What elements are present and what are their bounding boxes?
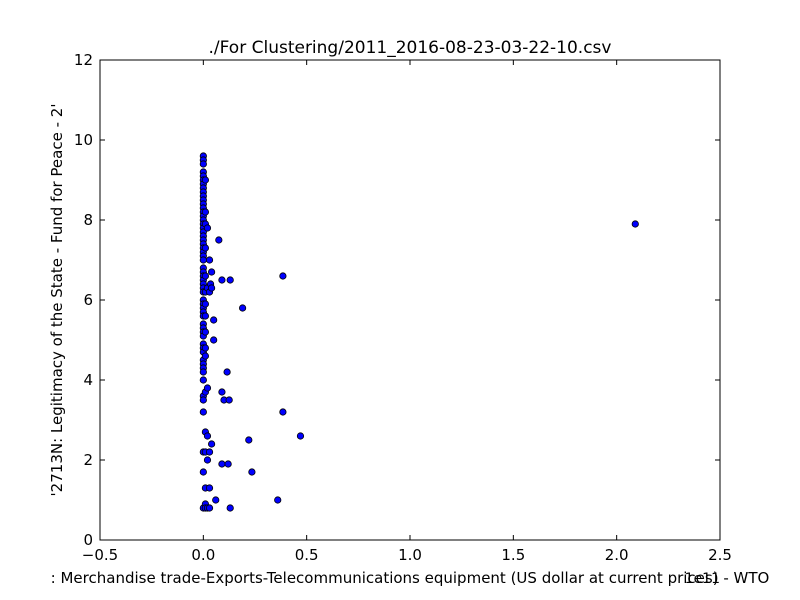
data-point [205, 448, 214, 456]
data-point [218, 460, 226, 468]
data-point [631, 220, 639, 228]
chart-title: ./For Clustering/2011_2016-08-23-03-22-1… [209, 38, 612, 58]
data-point [208, 268, 216, 276]
data-point [199, 408, 207, 416]
data-point [201, 272, 209, 280]
data-point [226, 276, 234, 284]
data-point [239, 304, 247, 312]
y-axis-ticks: 0 2 4 6 8 10 12 [74, 51, 720, 549]
data-point [208, 284, 216, 292]
y-axis-label: '2713N: Legitimacy of the State - Fund f… [48, 104, 66, 497]
y-tick-label: 8 [83, 211, 93, 229]
data-point [201, 352, 209, 360]
data-points [199, 152, 639, 512]
data-point [203, 384, 212, 392]
data-point [203, 456, 212, 464]
y-tick-label: 10 [74, 131, 93, 149]
data-point [279, 272, 287, 280]
data-point [226, 504, 234, 512]
data-point [199, 368, 207, 376]
y-tick-label: 4 [83, 371, 93, 389]
data-point [245, 436, 253, 444]
x-tick-label: 0.5 [295, 546, 319, 564]
data-point [248, 468, 256, 476]
data-point [201, 328, 209, 336]
x-tick-label: 1.5 [501, 546, 525, 564]
data-point [215, 236, 223, 244]
data-point [225, 396, 233, 404]
data-point [205, 504, 214, 512]
data-point [224, 460, 232, 468]
data-point [223, 368, 231, 376]
data-point [208, 440, 216, 448]
data-point [201, 208, 209, 216]
data-point [199, 376, 207, 384]
data-point [203, 432, 212, 440]
data-point [201, 344, 209, 352]
data-point [212, 496, 220, 504]
data-point [218, 276, 226, 284]
data-point [199, 256, 207, 264]
y-tick-label: 6 [83, 291, 93, 309]
data-point [201, 176, 209, 184]
data-point [218, 388, 226, 396]
data-point [210, 316, 218, 324]
data-point [199, 396, 207, 404]
data-point [201, 312, 209, 320]
x-axis-offset-label: 1e11 [685, 571, 720, 587]
data-point [199, 468, 207, 476]
x-tick-label: −0.5 [82, 546, 118, 564]
data-point [296, 432, 305, 440]
x-axis-ticks: −0.5 0.0 0.5 1.0 1.5 2.0 2.5 [82, 60, 732, 564]
x-tick-label: 0.0 [191, 546, 215, 564]
data-point [279, 408, 287, 416]
data-point [203, 224, 212, 232]
data-point [201, 244, 209, 252]
x-tick-label: 1.0 [398, 546, 422, 564]
x-tick-label: 2.0 [605, 546, 629, 564]
y-tick-label: 0 [83, 531, 93, 549]
data-point [274, 496, 282, 504]
data-point [210, 336, 218, 344]
y-tick-label: 12 [74, 51, 93, 69]
data-point [205, 484, 214, 492]
data-point [205, 256, 214, 264]
data-point [201, 300, 209, 308]
y-tick-label: 2 [83, 451, 93, 469]
data-point [199, 160, 207, 168]
x-tick-label: 2.5 [708, 546, 732, 564]
x-axis-label: : Merchandise trade-Exports-Telecommunic… [51, 569, 770, 587]
